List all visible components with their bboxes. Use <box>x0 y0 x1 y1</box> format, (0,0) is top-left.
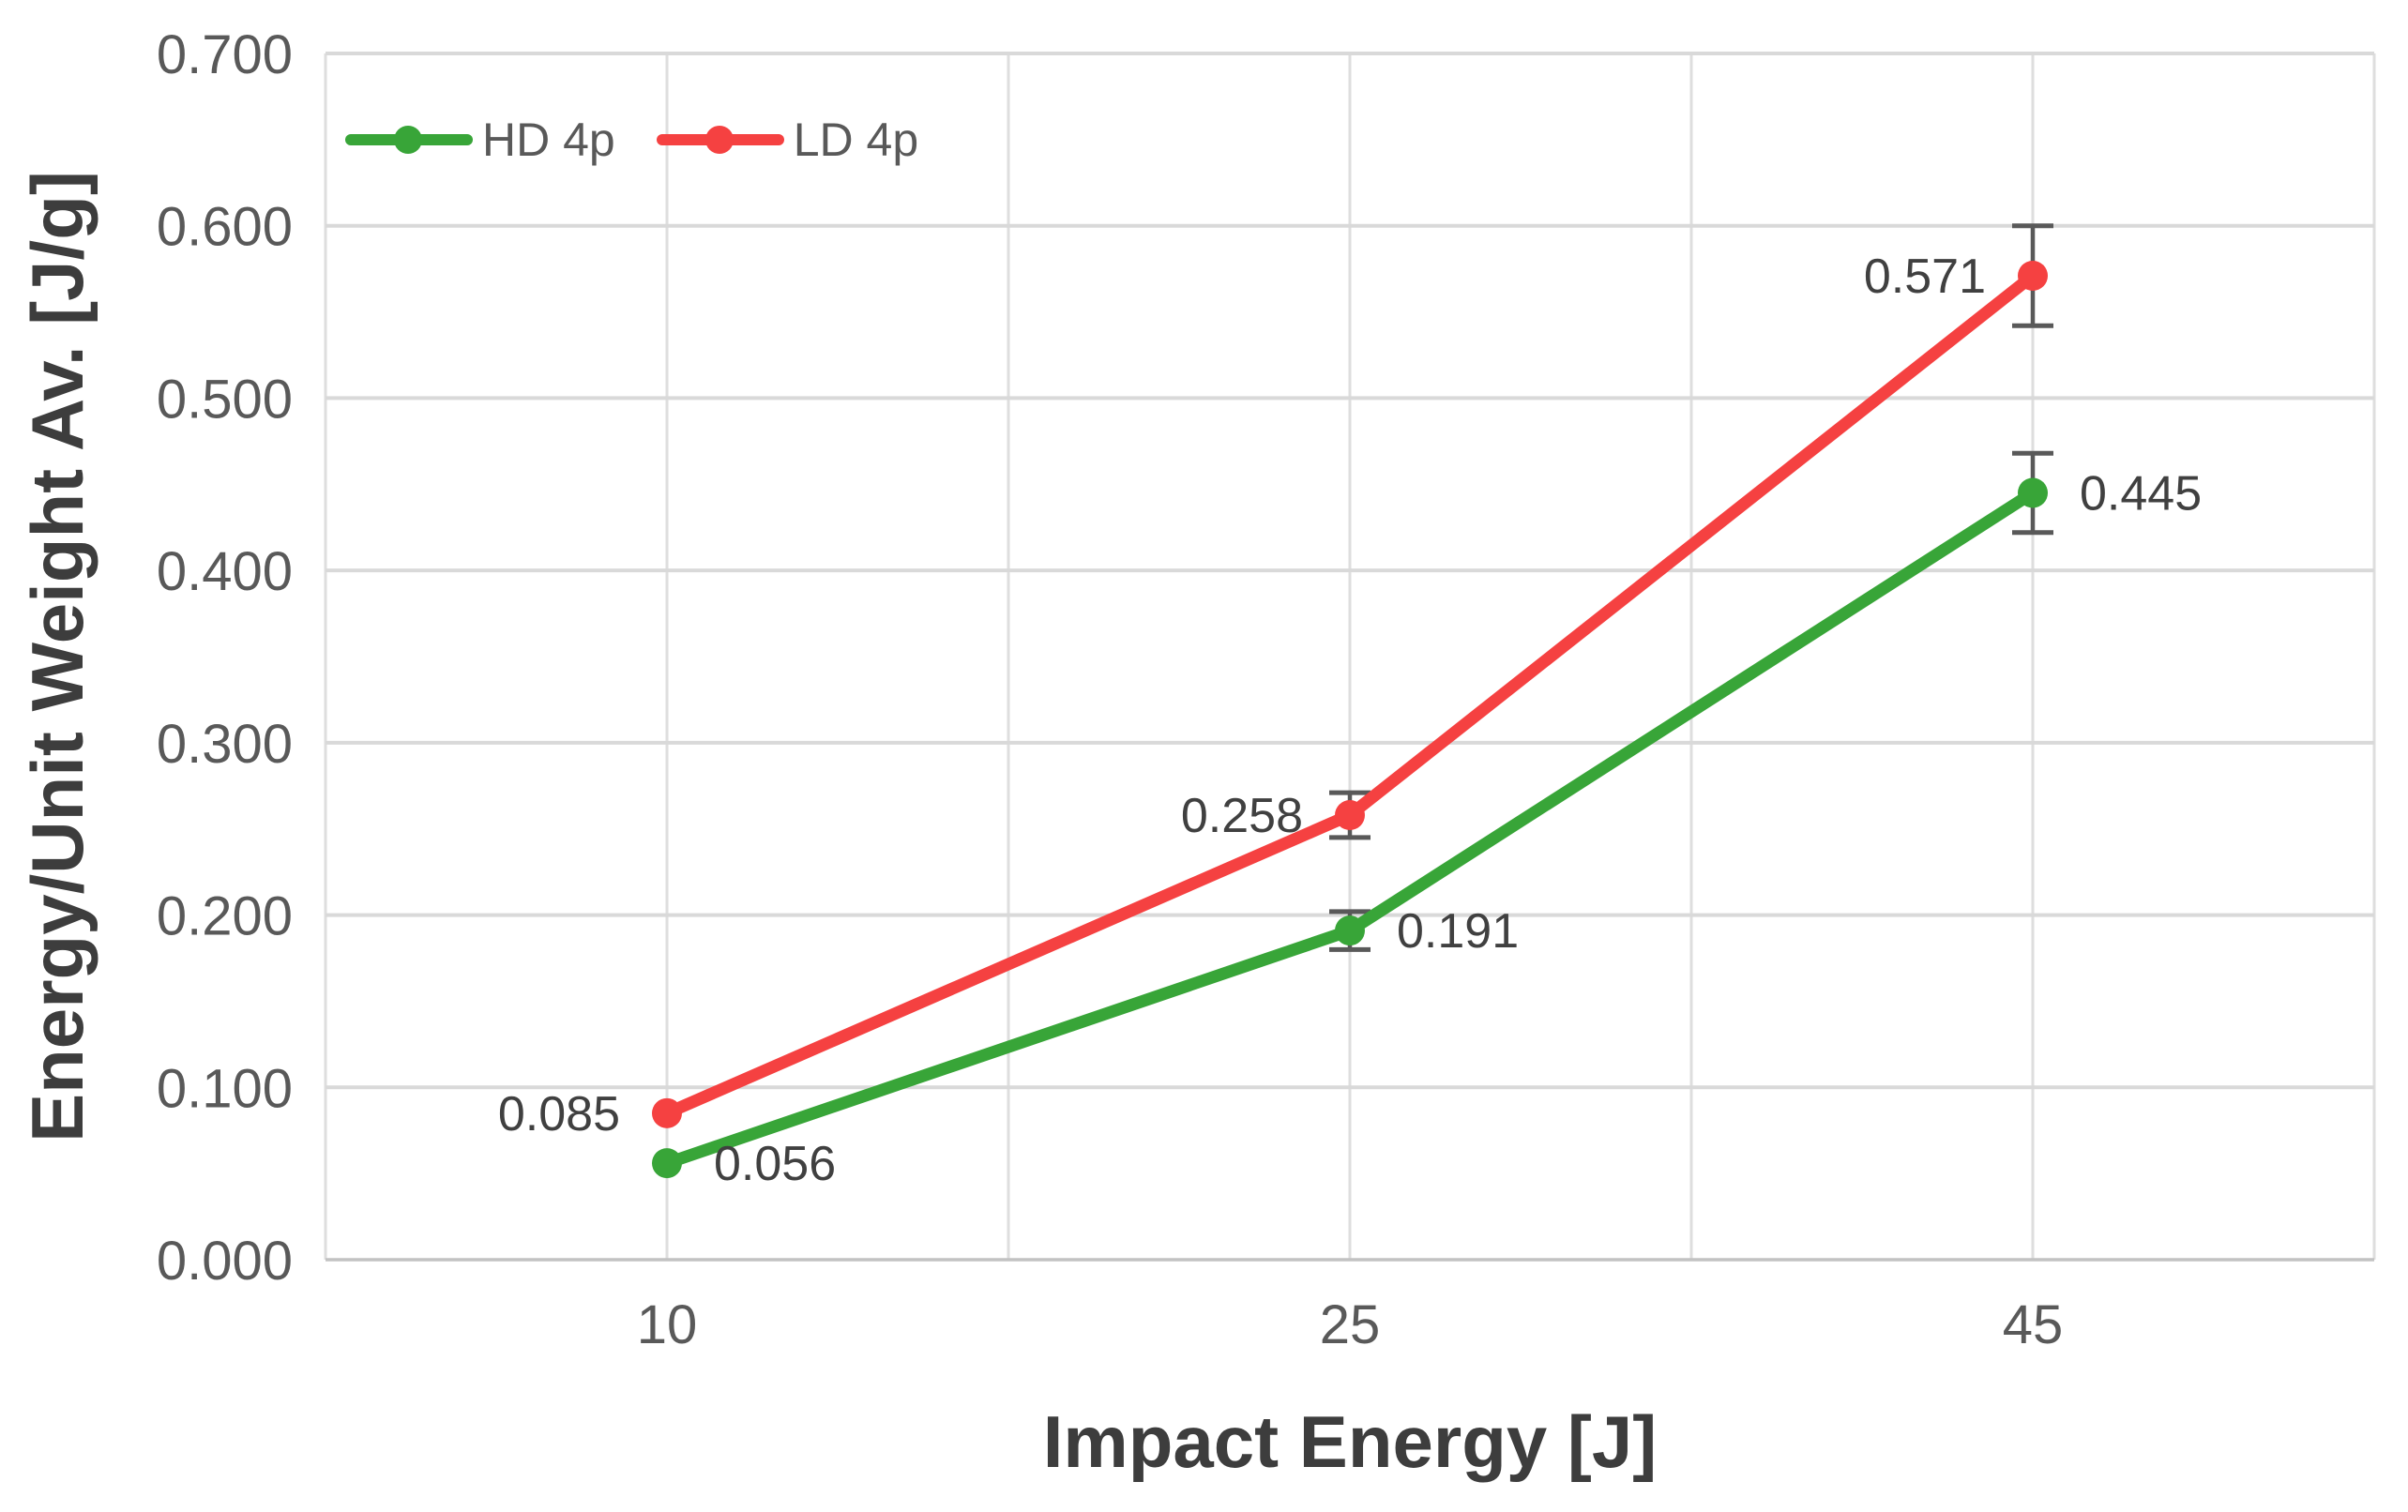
y-axis-title: Energy/Unit Weight Av. [J/g] <box>16 171 98 1142</box>
legend-item-hd4p: HD 4p <box>345 113 615 167</box>
y-tick-label: 0.000 <box>157 1231 293 1292</box>
data-label: 0.258 <box>1181 789 1303 843</box>
legend-dot-hd4p <box>394 126 422 154</box>
data-point-marker <box>1335 915 1365 946</box>
data-label: 0.085 <box>498 1087 620 1142</box>
data-point-marker <box>652 1097 682 1128</box>
legend-item-ld4p: LD 4p <box>656 113 919 167</box>
legend: HD 4p LD 4p <box>345 113 918 167</box>
legend-line-marker-icon <box>345 124 473 156</box>
data-label: 0.445 <box>2080 466 2202 521</box>
y-tick-label: 0.400 <box>157 541 293 602</box>
x-tick-label: 45 <box>2003 1294 2064 1355</box>
y-tick-label: 0.200 <box>157 886 293 947</box>
data-label: 0.056 <box>714 1137 836 1191</box>
data-label: 0.571 <box>1864 249 1986 304</box>
x-tick-label: 10 <box>637 1294 698 1355</box>
legend-dot-ld4p <box>704 126 734 154</box>
data-point-marker <box>652 1148 682 1179</box>
y-tick-label: 0.100 <box>157 1058 293 1119</box>
legend-label-hd4p: HD 4p <box>482 113 615 166</box>
data-point-marker <box>1335 800 1365 831</box>
x-tick-label: 25 <box>1320 1294 1381 1355</box>
legend-line-marker-icon <box>656 124 784 156</box>
y-tick-label: 0.600 <box>157 197 293 258</box>
data-label: 0.191 <box>1397 904 1519 959</box>
x-axis-title: Impact Energy [J] <box>1042 1400 1658 1483</box>
data-point-marker <box>2018 477 2048 508</box>
y-tick-label: 0.700 <box>157 24 293 85</box>
y-tick-label: 0.500 <box>157 369 293 430</box>
y-tick-label: 0.300 <box>157 714 293 775</box>
legend-label-ld4p: LD 4p <box>793 113 919 166</box>
data-point-marker <box>2018 260 2048 291</box>
